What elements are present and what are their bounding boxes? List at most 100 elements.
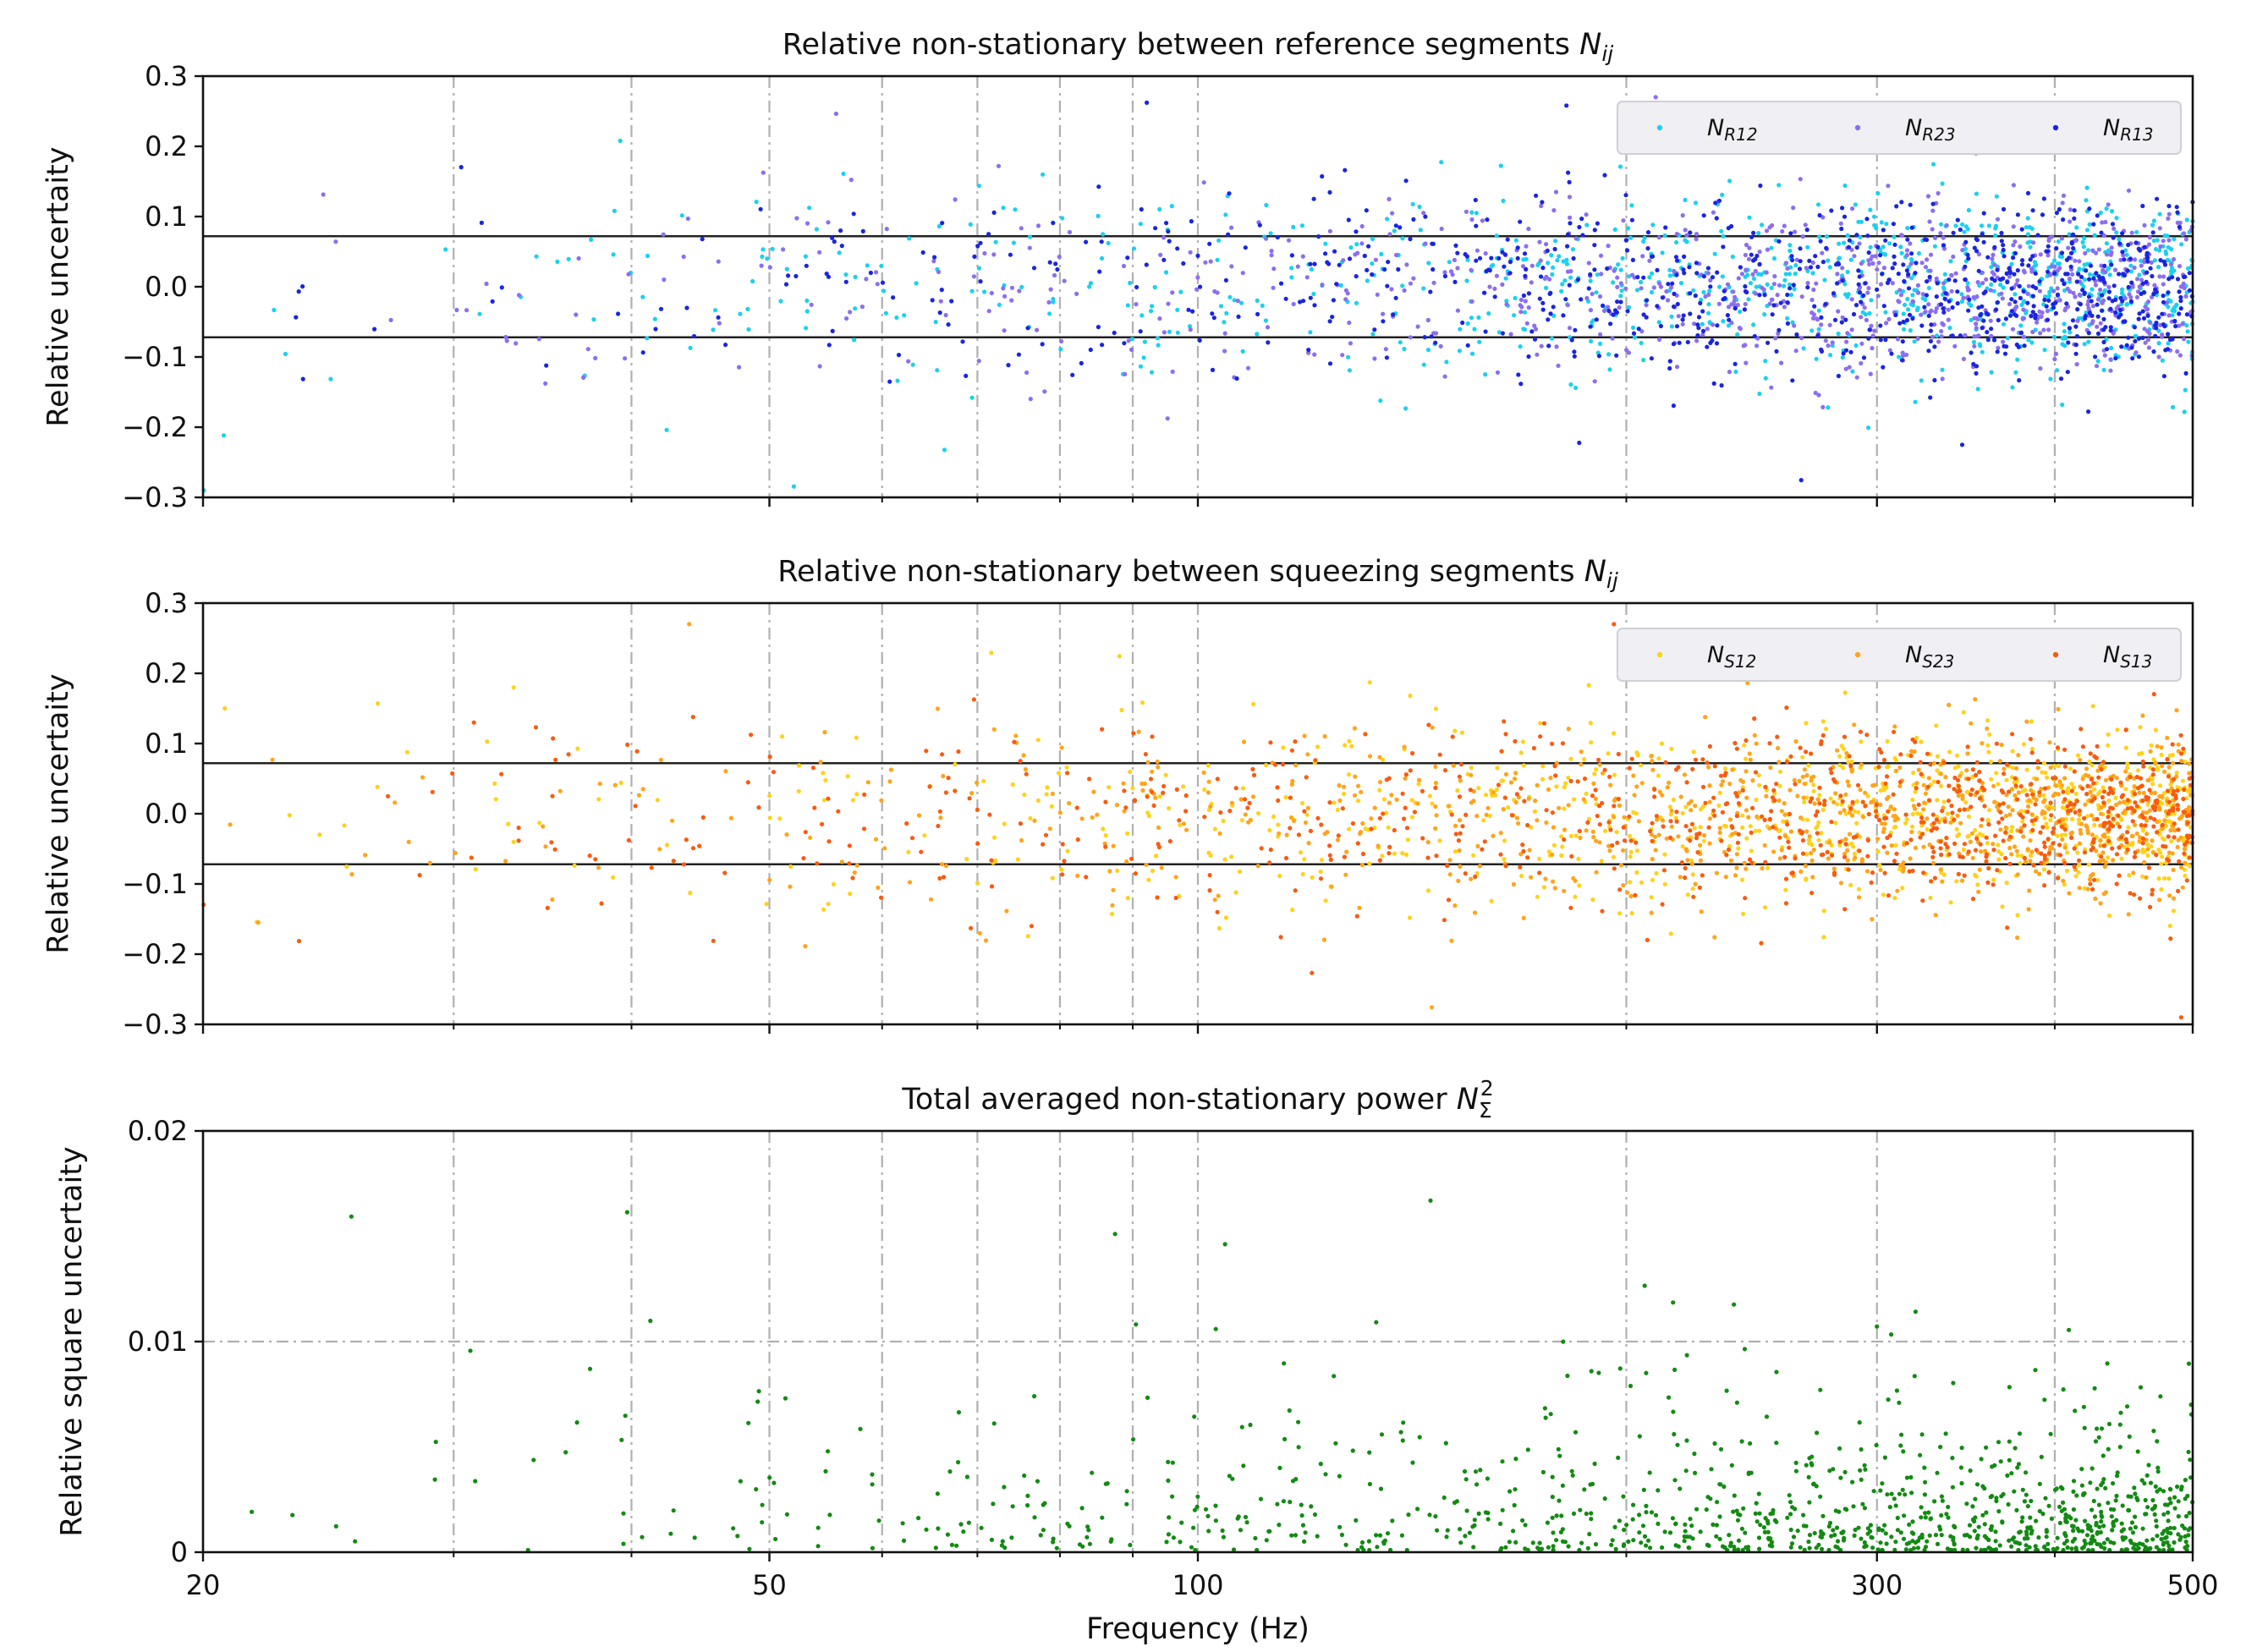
data-point [1982,804,1987,809]
data-point [1096,325,1101,330]
data-point [1815,264,1820,270]
data-point [2038,830,2043,835]
data-point [924,749,929,754]
data-point [593,355,598,360]
data-point [1959,299,1964,305]
data-point [2109,209,2115,214]
data-point [1852,722,1857,727]
data-point [2160,332,2165,338]
data-point [2031,863,2036,868]
data-point [1588,308,1593,313]
data-point [2077,812,2082,817]
data-point [2095,359,2100,364]
data-point [2114,802,2119,808]
data-point [1935,768,1940,773]
data-point [1463,871,1468,876]
data-point [2147,788,2152,793]
data-point [1861,355,1867,360]
data-point [2166,211,2172,217]
data-point [2152,258,2157,263]
data-point [1551,313,1557,318]
data-point [1650,271,1655,276]
data-point [853,306,858,311]
data-point [2013,292,2018,297]
data-point [2061,878,2066,883]
data-point [1090,815,1095,821]
data-point [640,787,645,792]
data-point [1426,722,1431,727]
data-point [1343,872,1348,877]
data-point [1961,295,1966,300]
data-point [1805,285,1810,290]
data-point [1128,347,1134,352]
data-point [1519,874,1524,879]
data-point [1804,876,1809,881]
data-point [1998,283,2003,288]
data-point [1815,202,1821,207]
data-point [2025,291,2030,296]
data-point [1693,804,1698,809]
data-point [1724,853,1729,858]
data-point [2181,746,2186,751]
data-point [2108,823,2113,828]
data-point [1526,305,1531,310]
data-point [1663,225,1668,230]
data-point [1573,327,1578,332]
data-point [1437,752,1442,757]
data-point [2153,246,2159,252]
data-point [1803,864,1808,869]
data-point [1149,370,1155,375]
data-point [1579,297,1584,302]
data-point [1894,204,1899,209]
data-point [1275,234,1280,240]
data-point [2025,216,2030,221]
data-point [1929,322,1934,327]
data-point [1660,818,1666,823]
data-point [2070,318,2076,323]
data-point [1809,778,1814,783]
data-point [2098,823,2103,828]
data-point [1901,311,1906,316]
data-point [722,870,728,875]
data-point [2090,304,2095,309]
data-point [1969,721,1974,726]
data-point [2009,852,2014,857]
data-point [1941,285,1947,290]
data-point [850,798,856,803]
data-point [1474,814,1480,819]
data-point [1854,821,1859,826]
data-point [2118,257,2123,262]
data-point [2049,264,2054,269]
data-point [1760,865,1765,871]
data-point [1446,897,1452,903]
data-point [1639,340,1644,346]
data-point [1925,826,1930,832]
data-point [1793,229,1798,234]
data-point [2019,227,2024,232]
data-point [1660,295,1665,300]
data-point [2086,294,2092,299]
data-point [2147,235,2152,240]
data-point [1381,757,1386,762]
data-point [1456,878,1461,883]
data-point [1484,268,1489,274]
data-point [1667,273,1672,278]
data-point [1889,351,1894,356]
data-point [1303,820,1308,826]
data-point [1730,767,1735,772]
data-point [1820,852,1826,857]
data-point [2068,800,2073,806]
data-point [2052,258,2057,263]
data-point [1746,256,1752,261]
data-point [1352,793,1358,798]
data-point [1926,302,1931,307]
data-point [1263,762,1269,768]
data-point [2113,355,2118,361]
data-point [2079,821,2084,826]
data-point [1552,764,1557,769]
data-point [1735,302,1740,308]
data-point [1175,330,1180,335]
data-point [2113,297,2118,302]
data-point [2018,812,2024,818]
data-point [1518,297,1524,303]
